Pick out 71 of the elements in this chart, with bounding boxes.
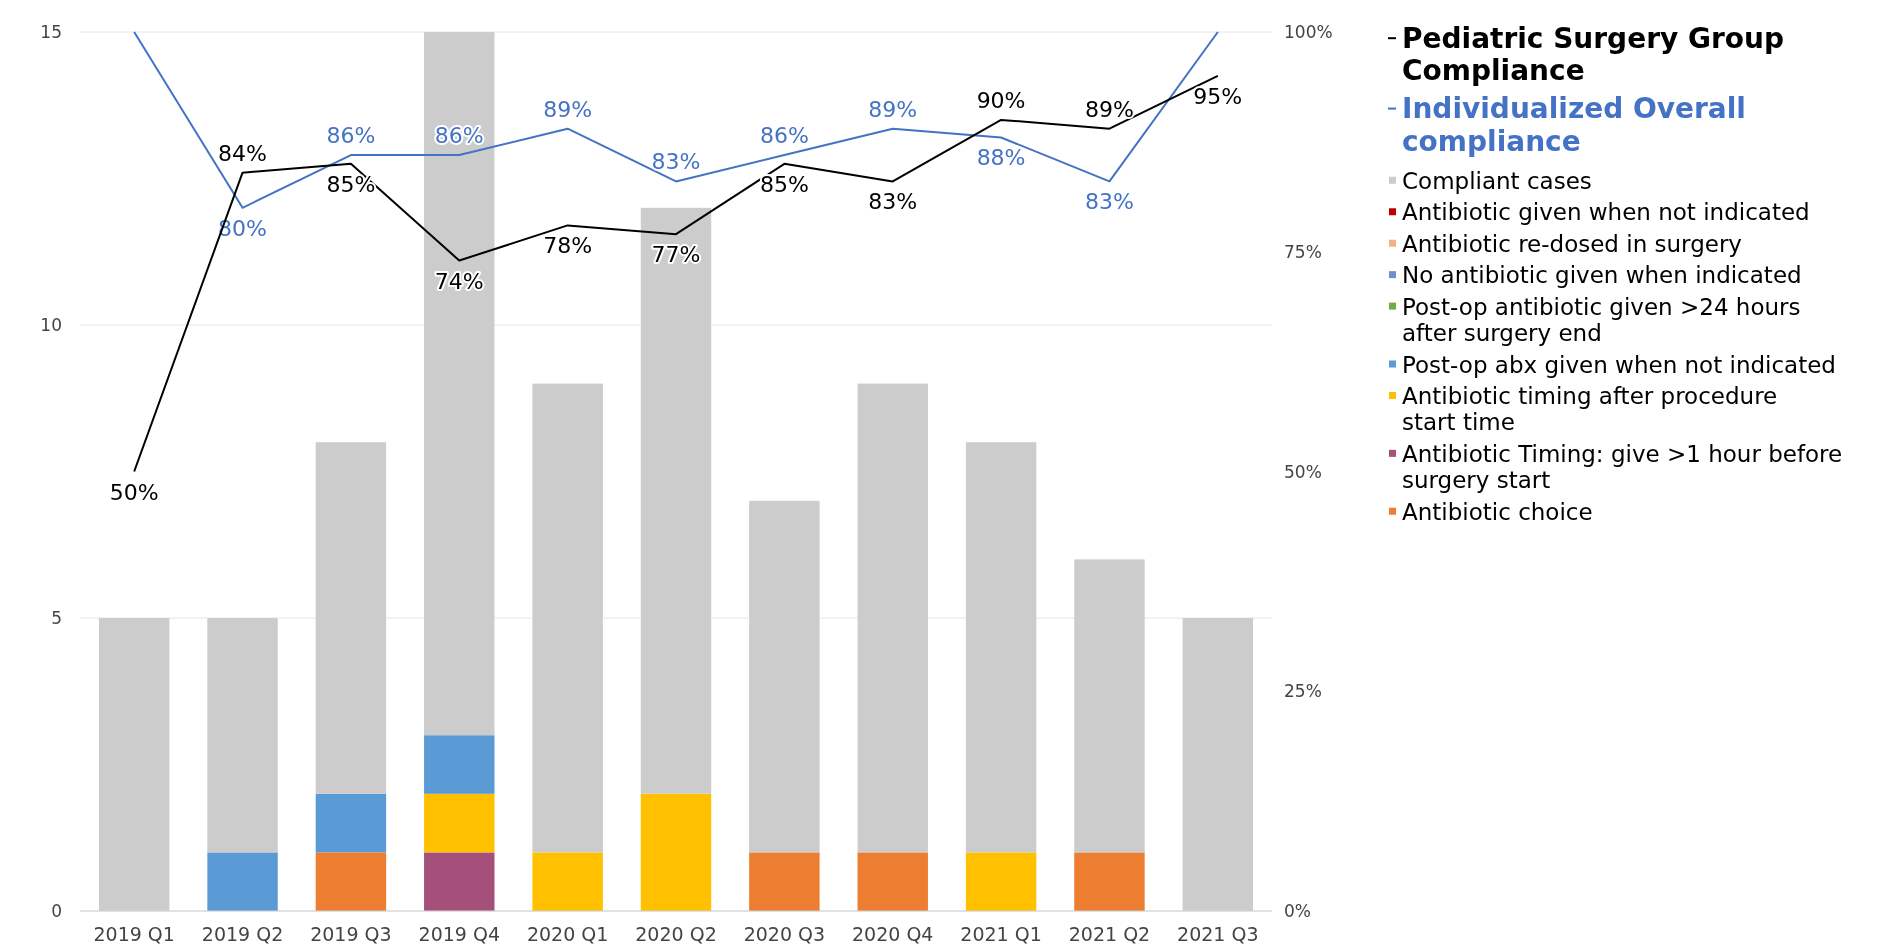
x-tick-label: 2021 Q2 [1068, 923, 1151, 945]
data-label: 86% [326, 123, 376, 149]
data-label: 85% [326, 171, 376, 197]
y2-tick-label: 50% [1284, 461, 1322, 482]
bar [965, 442, 1037, 853]
data-label: 86% [434, 123, 484, 149]
x-tick-label: 2019 Q2 [201, 923, 284, 945]
legend-label: No antibiotic given when indicated [1402, 262, 1802, 289]
data-label: 83% [868, 189, 918, 215]
y-tick-label: 10 [40, 315, 62, 335]
data-label: 95% [1193, 83, 1243, 109]
legend-label: Antibiotic re-dosed in surgery [1402, 230, 1742, 257]
legend-label: Post-op abx given when not indicated [1402, 351, 1836, 378]
x-tick-label: 2021 Q3 [1177, 923, 1259, 945]
y2-tick-label: 75% [1284, 241, 1322, 262]
legend-label: Post-op antibiotic given >24 hours after surgery end [1402, 293, 1801, 347]
data-label: 83% [651, 149, 701, 175]
bar [315, 852, 387, 911]
legend-label: Antibiotic given when not indicated [1402, 199, 1810, 226]
legend-label: Antibiotic Timing: give >1 hour before surgery start [1402, 440, 1843, 494]
data-label: 83% [1085, 189, 1134, 215]
data-label: 50% [109, 479, 159, 505]
data-label: 89% [868, 96, 918, 122]
bar [749, 500, 820, 853]
legend-label: Compliant cases [1402, 167, 1592, 194]
bar [424, 793, 495, 853]
bar [1074, 559, 1145, 853]
legend-label: Pediatric Surgery Group Compliance [1402, 22, 1784, 88]
data-label: 89% [1085, 96, 1134, 122]
legend-label: Individualized Overall compliance [1402, 92, 1746, 158]
x-tick-label: 2019 Q4 [418, 923, 500, 945]
bar [315, 793, 387, 853]
data-label: 88% [976, 145, 1026, 171]
data-label: 90% [976, 87, 1026, 113]
x-tick-label: 2019 Q3 [310, 923, 392, 945]
bar [640, 207, 712, 794]
x-tick-label: 2020 Q3 [743, 923, 826, 945]
bar [1074, 852, 1145, 911]
bar [640, 793, 712, 911]
y2-tick-label: 25% [1284, 681, 1322, 702]
bar [857, 852, 928, 911]
x-tick-label: 2019 Q1 [93, 923, 175, 945]
y-tick-label: 5 [51, 608, 62, 628]
y-tick-label: 15 [40, 22, 62, 42]
bar [857, 383, 928, 853]
y2-tick-label: 100% [1284, 22, 1333, 42]
x-tick-label: 2020 Q2 [635, 923, 717, 945]
bar [532, 383, 603, 853]
y-tick-label: 0 [51, 901, 62, 921]
data-label: 86% [759, 123, 809, 149]
data-label: 77% [651, 242, 701, 268]
bar [424, 735, 495, 794]
bar [207, 852, 278, 911]
bar [315, 442, 387, 794]
bar [424, 852, 495, 911]
bar [424, 32, 495, 736]
legend-label: Antibiotic timing after procedure start time [1402, 382, 1778, 436]
x-tick-label: 2020 Q1 [526, 923, 609, 945]
data-label: 74% [434, 268, 484, 294]
y2-tick-label: 0% [1284, 901, 1311, 921]
bar [965, 852, 1037, 911]
bar [532, 852, 603, 911]
x-tick-label: 2020 Q4 [852, 923, 934, 945]
x-tick-label: 2021 Q1 [960, 923, 1042, 945]
data-label: 84% [218, 140, 267, 166]
bar [749, 852, 820, 911]
legend-label: Antibiotic choice [1402, 498, 1593, 525]
data-label: 89% [543, 96, 593, 122]
data-label: 78% [543, 233, 593, 259]
data-label: 85% [759, 171, 809, 197]
bar [207, 618, 278, 853]
